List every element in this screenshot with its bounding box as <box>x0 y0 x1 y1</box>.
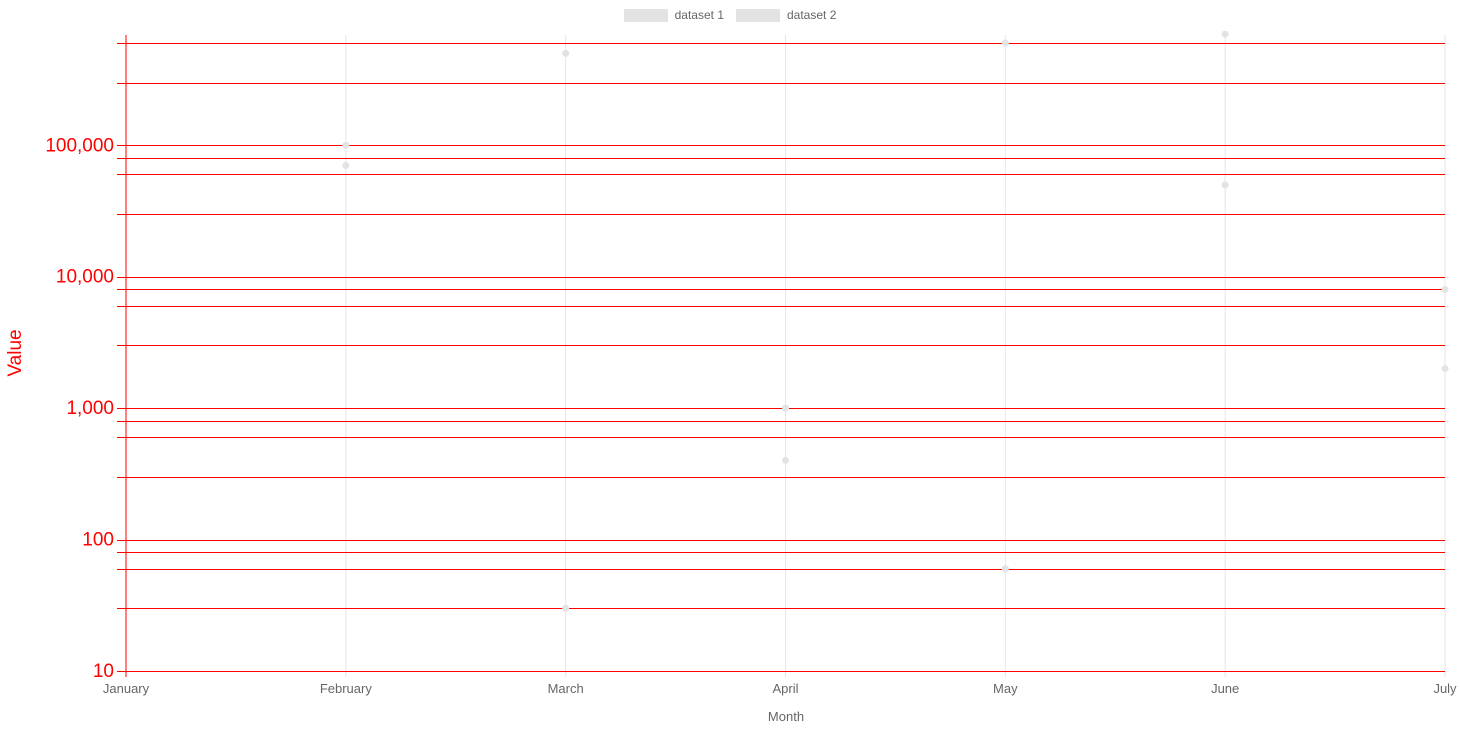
data-point-dataset-2 <box>1221 181 1229 189</box>
legend-label-dataset-2: dataset 2 <box>787 8 837 22</box>
data-point-dataset-2 <box>562 604 570 612</box>
x-axis-title: Month <box>768 709 804 724</box>
data-point-dataset-1 <box>1221 30 1229 38</box>
y-gridlines <box>117 43 1445 672</box>
data-point-dataset-2 <box>1441 365 1449 373</box>
legend-swatch-dataset-1 <box>623 8 668 22</box>
data-point-dataset-2 <box>782 456 789 464</box>
y-tick-label: 100 <box>82 530 114 551</box>
data-points <box>342 30 1449 612</box>
data-point-dataset-1 <box>342 141 350 149</box>
y-tick-label: 1,000 <box>66 398 114 419</box>
data-point-dataset-1 <box>1001 39 1009 47</box>
legend: dataset 1 dataset 2 <box>0 8 1460 22</box>
y-tick-label: 10,000 <box>56 267 114 288</box>
x-tick-label: April <box>772 681 798 696</box>
x-tick-label: January <box>103 681 150 696</box>
x-tick-label: May <box>993 681 1018 696</box>
data-point-dataset-1 <box>782 404 789 412</box>
legend-swatch-dataset-2 <box>736 8 780 22</box>
legend-label-dataset-1: dataset 1 <box>674 8 724 22</box>
x-tick-label: July <box>1433 681 1457 696</box>
data-point-dataset-1 <box>562 49 570 57</box>
y-tick-label: 10 <box>93 661 114 682</box>
x-gridlines <box>345 35 1446 677</box>
x-tick-label: June <box>1211 681 1239 696</box>
x-tick-labels: January February March April May June July <box>103 681 1457 696</box>
data-point-dataset-1 <box>1441 285 1449 293</box>
data-point-dataset-2 <box>342 162 350 170</box>
data-point-dataset-2 <box>1001 565 1009 573</box>
legend-item-dataset-1[interactable]: dataset 1 <box>623 8 724 22</box>
legend-item-dataset-2[interactable]: dataset 2 <box>736 8 836 22</box>
y-tick-label: 100,000 <box>45 135 114 156</box>
y-axis-title: Value <box>5 329 26 376</box>
x-tick-label: February <box>320 681 373 696</box>
x-tick-label: March <box>548 681 584 696</box>
y-tick-labels: 10 100 1,000 10,000 100,000 <box>45 135 114 682</box>
